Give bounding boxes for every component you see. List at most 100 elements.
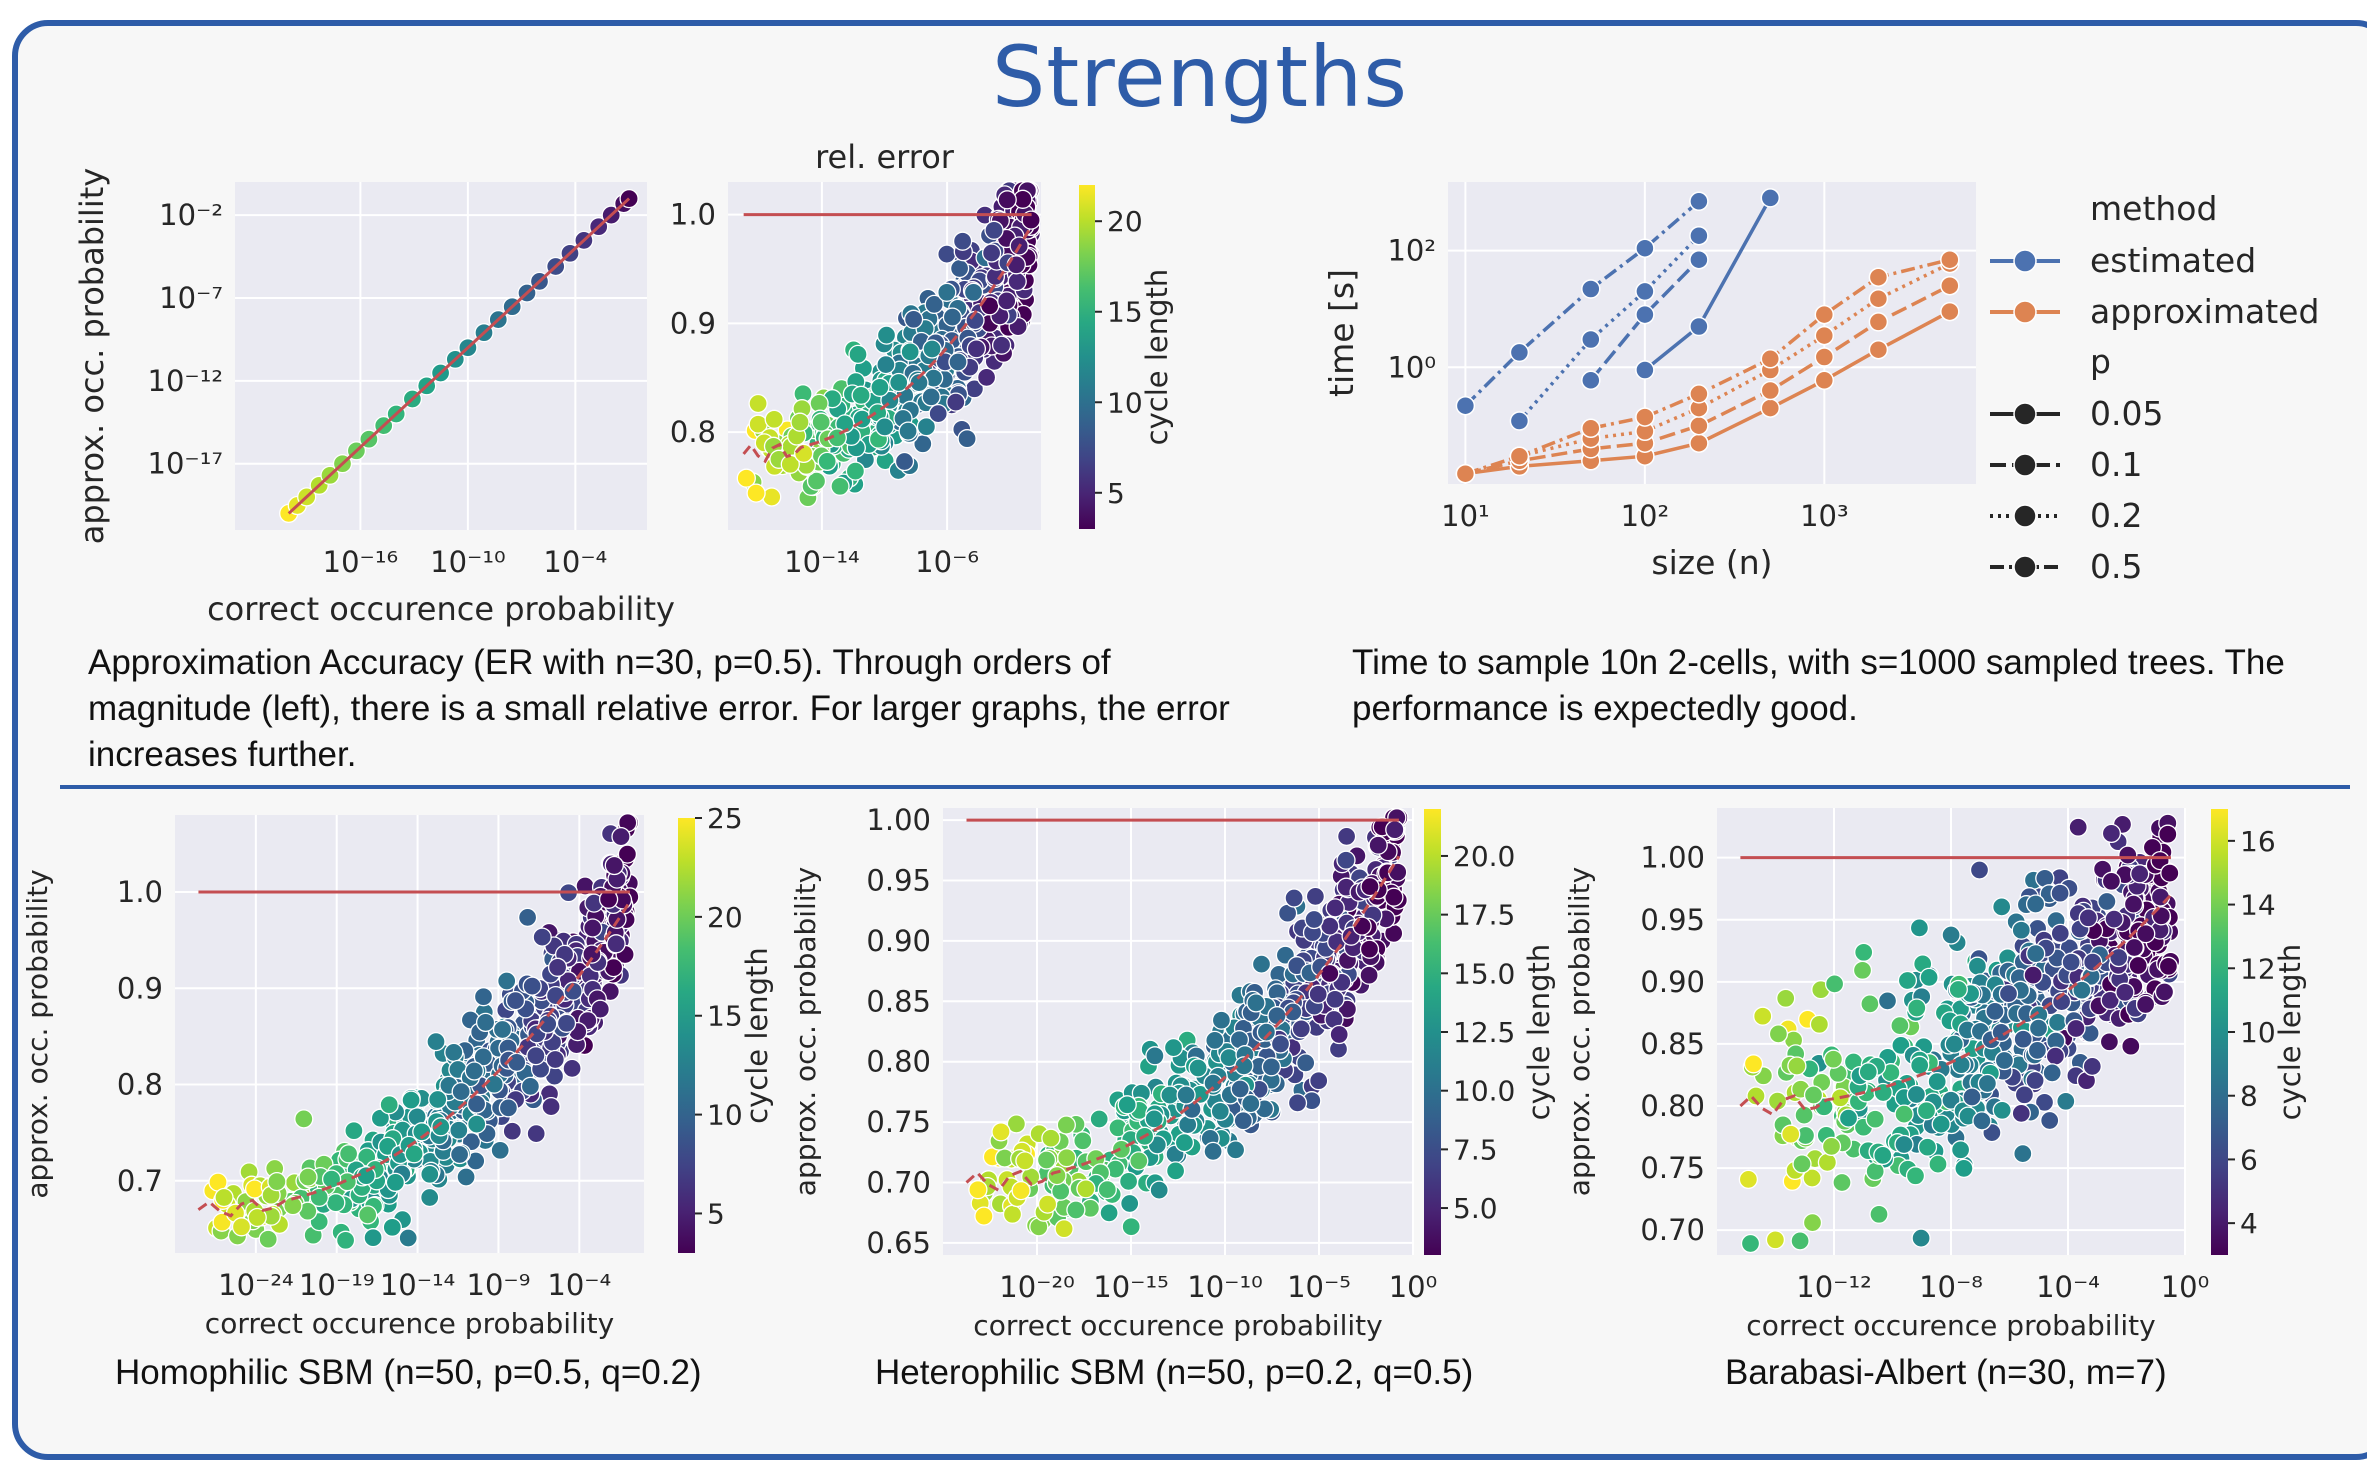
series-marker (1509, 446, 1530, 466)
series-marker (1689, 249, 1709, 270)
data-point (562, 1058, 582, 1079)
data-point (968, 1180, 988, 1200)
section-divider (60, 785, 2350, 789)
data-point (363, 1228, 383, 1248)
data-point (1251, 954, 1272, 974)
colorbar-tick-label: 15 (707, 1000, 743, 1033)
x-tick-label: 10⁻²⁰ (999, 1270, 1074, 1304)
x-tick-label: 10⁻¹⁶ (323, 545, 398, 579)
y-tick-label: 0.85 (1640, 1027, 1705, 1061)
colorbar-label: cycle length (2273, 944, 2307, 1121)
data-point (1781, 1124, 1801, 1144)
data-point (2150, 887, 2171, 907)
data-point (2072, 980, 2092, 1000)
data-point (746, 483, 766, 503)
y-axis-label: approx. occ. probability (21, 869, 54, 1198)
data-point (2158, 956, 2179, 976)
data-point (1336, 826, 1357, 847)
data-point (790, 412, 810, 432)
data-point (1305, 886, 1326, 907)
data-point (1877, 991, 1898, 1011)
data-point (811, 412, 831, 432)
data-point (309, 1187, 329, 1208)
data-point (490, 1140, 510, 1160)
data-point (2011, 1103, 2031, 1124)
y-tick-label: 1.00 (1640, 841, 1705, 875)
data-point (870, 377, 890, 397)
data-point (335, 1230, 356, 1250)
series-marker (1689, 433, 1709, 453)
data-point (1854, 942, 1874, 962)
data-point (2097, 891, 2117, 912)
data-point (1089, 1109, 1109, 1129)
series-marker (1581, 418, 1601, 439)
data-point (1203, 1141, 1223, 1162)
data-point (1006, 255, 1026, 275)
data-point (1852, 960, 1873, 980)
y-tick-label: 10⁻¹⁷ (148, 447, 223, 481)
legend-label: 0.2 (2090, 496, 2142, 535)
series-marker (1814, 304, 1835, 325)
x-tick-label: 10⁰ (1389, 1270, 1438, 1304)
data-point (449, 1120, 469, 1140)
data-point (1121, 1217, 1141, 1237)
data-point (1120, 1193, 1140, 1214)
data-point (484, 1074, 504, 1094)
y-tick-label: 0.70 (866, 1166, 931, 1200)
x-tick-label: 10⁻⁴ (547, 1268, 611, 1302)
y-tick-label: 0.90 (866, 924, 931, 958)
data-point (851, 385, 871, 405)
series-marker (1814, 325, 1835, 346)
x-tick-label: 10⁻¹⁵ (1093, 1270, 1168, 1304)
data-point (1992, 897, 2012, 917)
caption-heterophilic: Heterophilic SBM (n=50, p=0.2, q=0.5) (875, 1353, 1474, 1392)
y-tick-label: 10⁰ (1387, 350, 1436, 384)
y-tick-label: 0.9 (670, 306, 716, 340)
data-point (1230, 1079, 1250, 1099)
series-marker (1689, 415, 1709, 436)
series-marker (1689, 225, 1709, 246)
legend-label: 0.5 (2090, 547, 2142, 586)
data-point (431, 1117, 451, 1137)
colorbar-tick-label: 17.5 (1453, 899, 1515, 932)
data-point (1992, 1100, 2012, 1120)
data-point (502, 1121, 522, 1141)
data-point (611, 826, 631, 847)
data-point (1097, 1179, 1117, 1200)
data-point (736, 468, 756, 488)
data-point (1066, 1200, 1086, 1220)
data-point (2011, 920, 2031, 940)
data-point (451, 1081, 471, 1102)
series-marker (1760, 349, 1781, 369)
x-tick-label: 10² (1621, 499, 1670, 533)
data-point (2118, 845, 2138, 865)
colorbar (2211, 809, 2228, 1255)
data-point (1832, 1172, 1852, 1193)
data-point (1007, 271, 1027, 292)
data-point (475, 1012, 496, 1033)
trend-line (1739, 893, 2173, 1117)
data-point (2068, 817, 2088, 837)
data-point (2026, 943, 2046, 964)
data-point (916, 417, 937, 437)
plot-background (1448, 182, 1976, 484)
data-point (966, 339, 987, 359)
data-point (948, 352, 968, 372)
data-point (1056, 1115, 1076, 1135)
data-point (466, 1094, 487, 1114)
data-point (2135, 994, 2156, 1015)
data-point (358, 1205, 378, 1225)
colorbar-tick-label: 5 (707, 1197, 725, 1230)
data-point (247, 1207, 267, 1228)
x-tick-label: 10⁻⁴ (2036, 1270, 2100, 1304)
data-point (949, 258, 970, 279)
series-line (1518, 234, 1701, 423)
data-point (231, 1217, 252, 1237)
data-point (1905, 1166, 1926, 1186)
series-marker (1635, 407, 1655, 427)
series-marker (1940, 249, 1960, 270)
chart-timing: 10¹ 10² 10³ 10² 10⁰ size (n) time [s] method est… (1322, 182, 2319, 586)
colorbar-tick-label: 10 (707, 1099, 743, 1132)
data-point (1746, 1086, 1766, 1106)
data-point (1176, 1085, 1196, 1105)
